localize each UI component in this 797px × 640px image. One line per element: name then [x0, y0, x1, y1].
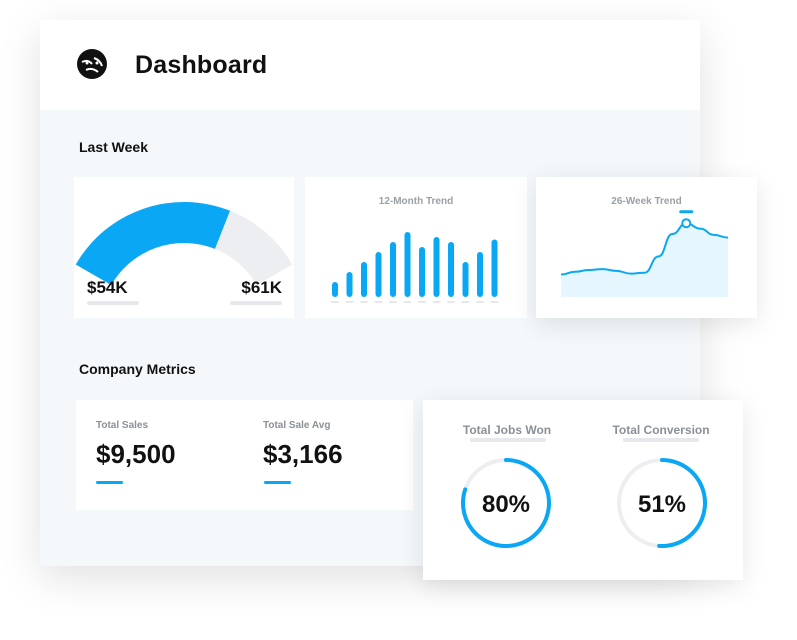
trend-12-month-tick: [360, 301, 368, 303]
trend-12-month-bar: [433, 237, 440, 297]
total-sale-avg-value: $3,166: [263, 439, 343, 469]
trend-12-month-bar: [448, 242, 454, 297]
trend-12-month-tick: [447, 301, 455, 303]
trend-12-month-bar: [361, 262, 367, 297]
trend-12-month-bar: [462, 262, 469, 297]
trend-26-week-chart: [560, 210, 729, 297]
revenue-gauge: [75, 202, 293, 285]
jobs-won-ring: [461, 458, 551, 548]
trend-12-month-tick: [389, 301, 397, 303]
jobs-won-label: Total Jobs Won: [462, 423, 552, 437]
trend-12-month-tick: [374, 301, 383, 303]
conversion-placeholder: [623, 438, 699, 442]
trend-12-month-bar: [332, 282, 338, 297]
conversion-ring: [617, 458, 707, 548]
jobs-won-placeholder: [470, 438, 546, 442]
gauge-max-value: $61K: [241, 278, 282, 297]
trend-12-month-tick: [490, 301, 499, 303]
sales-metrics-card: Total Sales $9,500 Total Sale Avg $3,166: [76, 400, 413, 510]
gauge-min-value: $54K: [87, 278, 128, 297]
total-sales-value: $9,500: [96, 439, 176, 469]
trend-12-month-chart: [331, 232, 499, 303]
gauge-card: $54K $61K: [74, 177, 294, 318]
gauge-min-placeholder: [87, 301, 139, 305]
trend-12-month-bar: [404, 232, 411, 297]
trend-12-month-card: 12-Month Trend: [305, 177, 527, 318]
trend-12-month-bar: [390, 242, 396, 297]
trend-26-week-line: [560, 222, 729, 276]
gauge-max-placeholder: [230, 301, 282, 305]
conversion-metrics-card: Total Jobs Won Total Conversion 80% 51%: [423, 400, 743, 580]
trend-12-month-bar: [477, 252, 483, 297]
total-sales-label: Total Sales: [96, 420, 149, 431]
dashboard-header: [40, 20, 700, 110]
trend-12-month-tick: [461, 301, 470, 303]
trend-12-month-tick: [432, 301, 441, 303]
conversion-label: Total Conversion: [612, 423, 710, 437]
trend-12-month-bar: [419, 247, 425, 297]
section-title-company-metrics: Company Metrics: [79, 361, 196, 377]
conversion-value: 51%: [637, 491, 687, 518]
trend-12-month-tick: [403, 301, 412, 303]
trend-12-month-tick: [331, 301, 339, 303]
section-title-last-week: Last Week: [79, 139, 148, 155]
trend-26-week-marker: [679, 210, 694, 214]
tiger-logo-icon: [77, 49, 107, 79]
trend-12-month-bar: [491, 239, 498, 297]
total-sale-avg-accent: [264, 481, 291, 484]
trend-12-month-tick: [345, 301, 354, 303]
total-sales-accent: [96, 481, 123, 484]
trend-12-month-bar: [346, 272, 353, 297]
page-title: Dashboard: [135, 51, 268, 79]
trend-12-month-tick: [418, 301, 426, 303]
jobs-won-value: 80%: [481, 491, 531, 518]
trend-12-month-bar: [375, 252, 382, 297]
trend-12-month-tick: [476, 301, 484, 303]
total-sale-avg-label: Total Sale Avg: [263, 420, 331, 431]
gauge-fill: [75, 202, 231, 285]
trend-26-week-point: [681, 218, 692, 229]
trend-26-week-title: 26-Week Trend: [611, 196, 682, 207]
trend-26-week-area: [561, 223, 728, 297]
trend-26-week-card: 26-Week Trend: [536, 177, 757, 318]
trend-12-month-title: 12-Month Trend: [378, 196, 454, 207]
